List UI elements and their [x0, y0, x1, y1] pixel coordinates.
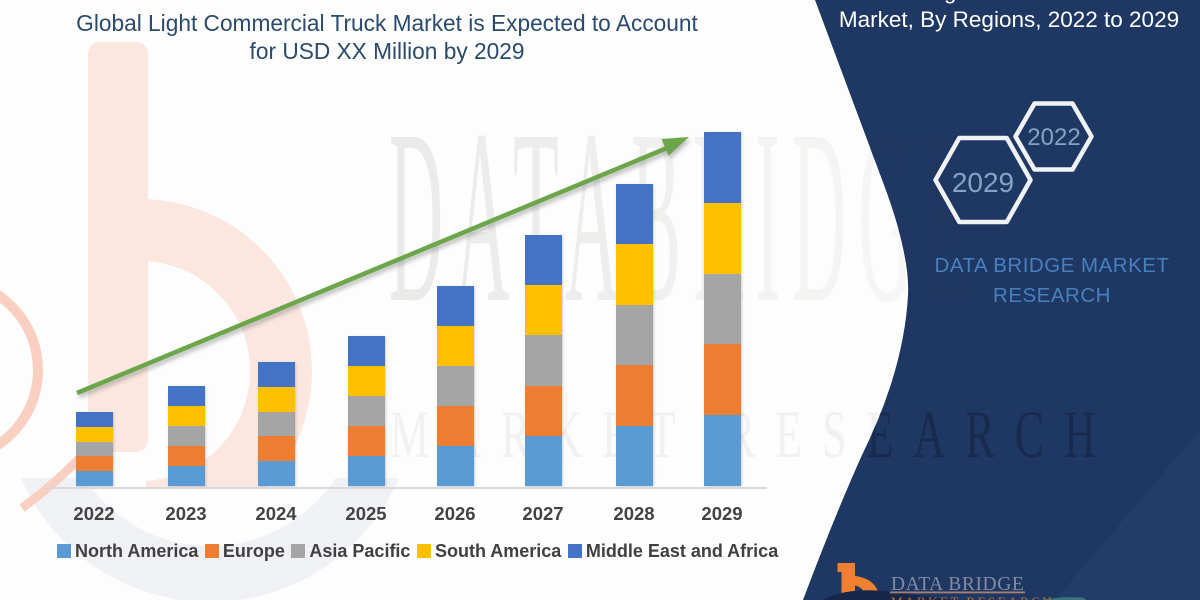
- svg-text:MARKET RESEARCH: MARKET RESEARCH: [891, 594, 1054, 600]
- svg-text:DATA BRIDGE: DATA BRIDGE: [891, 574, 1024, 595]
